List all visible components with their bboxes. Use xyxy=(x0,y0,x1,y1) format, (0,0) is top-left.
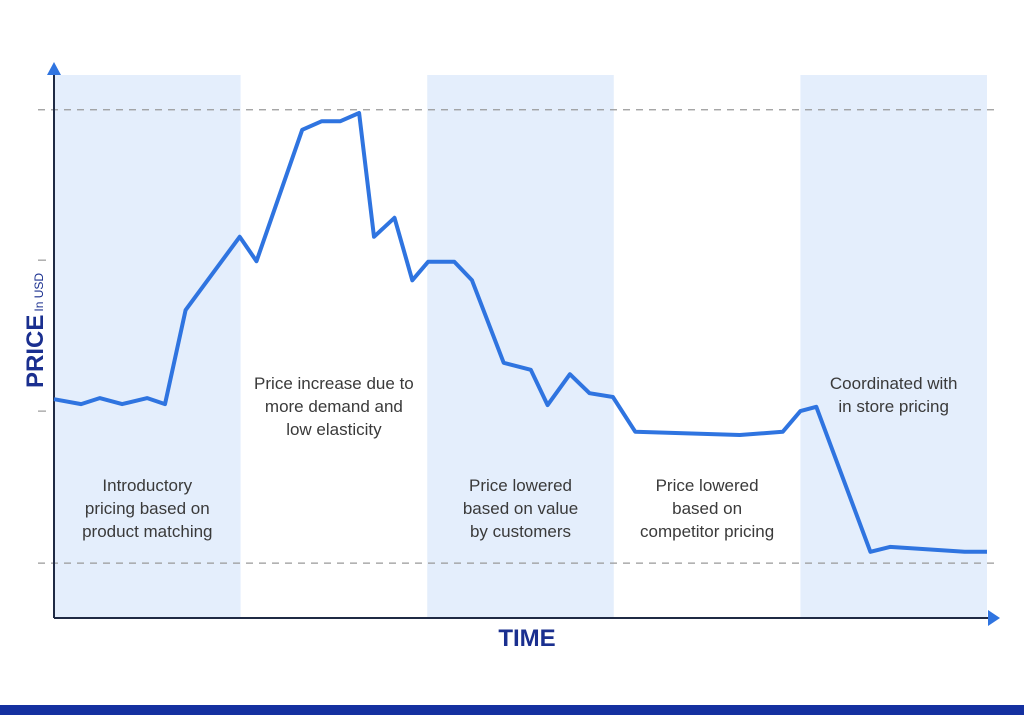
phase-band-0 xyxy=(54,75,241,618)
price-line xyxy=(53,111,987,554)
phase-label-line: more demand and xyxy=(265,397,403,416)
phase-label-line: Price lowered xyxy=(469,476,572,495)
phase-label-4: Coordinated with in store pricing xyxy=(830,374,958,416)
phase-label-line: pricing based on xyxy=(85,499,210,518)
footer-bar xyxy=(0,705,1024,715)
y-axis-label-main: PRICE xyxy=(22,315,49,388)
y-axis-label: PRICE In USD xyxy=(22,273,49,388)
phase-band-2 xyxy=(427,75,614,618)
phase-label-line: based on value xyxy=(463,499,578,518)
phase-label-line: based on xyxy=(672,499,742,518)
y-axis-arrow-icon xyxy=(47,62,61,75)
phase-label-line: competitor pricing xyxy=(640,522,774,541)
phase-label-line: Introductory xyxy=(102,476,192,495)
phase-label-line: in store pricing xyxy=(838,397,949,416)
x-axis-arrow-icon xyxy=(988,610,1000,626)
phase-label-line: Price increase due to xyxy=(254,374,414,393)
phase-label-line: Coordinated with xyxy=(830,374,958,393)
phase-label-line: product matching xyxy=(82,522,212,541)
phase-label-line: by customers xyxy=(470,522,571,541)
x-axis-label: TIME xyxy=(498,625,555,652)
phase-label-line: Price lowered xyxy=(656,476,759,495)
y-axis-label-unit: In USD xyxy=(32,273,46,312)
phase-label-3: Price lowered based on competitor pricing xyxy=(640,476,774,541)
phase-label-0: Introductory pricing based on product matc… xyxy=(82,476,212,541)
phase-label-1: Price increase due to more demand and low … xyxy=(254,374,414,439)
phase-label-line: low elasticity xyxy=(286,420,382,439)
phase-label-2: Price lowered based on value by customers xyxy=(463,476,578,541)
phase-band-4 xyxy=(800,75,987,618)
